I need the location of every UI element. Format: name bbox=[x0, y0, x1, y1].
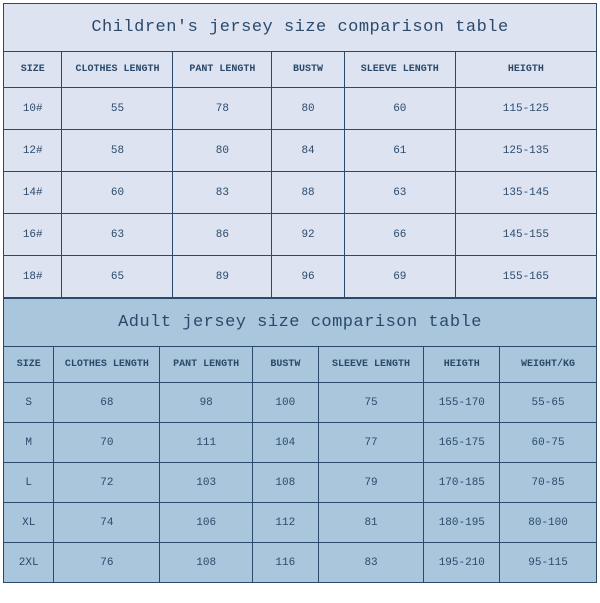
adult-cell: 104 bbox=[253, 423, 319, 463]
adult-cell: 112 bbox=[253, 503, 319, 543]
adult-cell: 77 bbox=[318, 423, 424, 463]
adult-cell: 80-100 bbox=[500, 503, 597, 543]
adult-col-1: CLOTHES LENGTH bbox=[54, 347, 160, 383]
adult-row: L7210310879170-18570-85 bbox=[4, 463, 597, 503]
children-cell: 155-165 bbox=[455, 256, 596, 298]
children-cell: 69 bbox=[344, 256, 455, 298]
children-cell: 65 bbox=[62, 256, 173, 298]
children-cell: 61 bbox=[344, 130, 455, 172]
children-size-table: Children's jersey size comparison table … bbox=[3, 3, 597, 298]
adult-cell: 116 bbox=[253, 543, 319, 583]
adult-cell: 103 bbox=[160, 463, 253, 503]
children-cell: 92 bbox=[272, 214, 345, 256]
children-cell: 80 bbox=[173, 130, 272, 172]
adult-cell: 98 bbox=[160, 383, 253, 423]
children-cell: 83 bbox=[173, 172, 272, 214]
children-cell: 55 bbox=[62, 88, 173, 130]
children-cell: 145-155 bbox=[455, 214, 596, 256]
adult-cell: 165-175 bbox=[424, 423, 500, 463]
children-cell: 10# bbox=[4, 88, 62, 130]
children-cell: 58 bbox=[62, 130, 173, 172]
children-col-0: SIZE bbox=[4, 52, 62, 88]
adult-cell: 55-65 bbox=[500, 383, 597, 423]
adult-cell: S bbox=[4, 383, 54, 423]
adult-row: M7011110477165-17560-75 bbox=[4, 423, 597, 463]
children-col-2: PANT LENGTH bbox=[173, 52, 272, 88]
adult-cell: 2XL bbox=[4, 543, 54, 583]
children-row: 14#60838863135-145 bbox=[4, 172, 597, 214]
adult-cell: 100 bbox=[253, 383, 319, 423]
adult-title: Adult jersey size comparison table bbox=[4, 299, 597, 347]
children-col-1: CLOTHES LENGTH bbox=[62, 52, 173, 88]
children-cell: 63 bbox=[344, 172, 455, 214]
children-row: 18#65899669155-165 bbox=[4, 256, 597, 298]
adult-cell: 70 bbox=[54, 423, 160, 463]
adult-col-3: BUSTW bbox=[253, 347, 319, 383]
children-cell: 60 bbox=[344, 88, 455, 130]
adult-cell: 195-210 bbox=[424, 543, 500, 583]
adult-cell: XL bbox=[4, 503, 54, 543]
adult-cell: 74 bbox=[54, 503, 160, 543]
adult-cell: 180-195 bbox=[424, 503, 500, 543]
children-cell: 14# bbox=[4, 172, 62, 214]
adult-cell: 70-85 bbox=[500, 463, 597, 503]
adult-cell: 170-185 bbox=[424, 463, 500, 503]
adult-cell: 81 bbox=[318, 503, 424, 543]
children-cell: 12# bbox=[4, 130, 62, 172]
children-row: 12#58808461125-135 bbox=[4, 130, 597, 172]
adult-cell: 76 bbox=[54, 543, 160, 583]
children-cell: 16# bbox=[4, 214, 62, 256]
children-cell: 60 bbox=[62, 172, 173, 214]
adult-cell: L bbox=[4, 463, 54, 503]
adult-cell: 72 bbox=[54, 463, 160, 503]
adult-cell: M bbox=[4, 423, 54, 463]
adult-title-row: Adult jersey size comparison table bbox=[4, 299, 597, 347]
adult-cell: 106 bbox=[160, 503, 253, 543]
children-cell: 89 bbox=[173, 256, 272, 298]
children-cell: 80 bbox=[272, 88, 345, 130]
adult-cell: 60-75 bbox=[500, 423, 597, 463]
adult-size-table: Adult jersey size comparison table SIZEC… bbox=[3, 298, 597, 583]
adult-cell: 155-170 bbox=[424, 383, 500, 423]
children-row: 16#63869266145-155 bbox=[4, 214, 597, 256]
children-title-row: Children's jersey size comparison table bbox=[4, 4, 597, 52]
children-title: Children's jersey size comparison table bbox=[4, 4, 597, 52]
adult-header-row: SIZECLOTHES LENGTHPANT LENGTHBUSTWSLEEVE… bbox=[4, 347, 597, 383]
adult-cell: 75 bbox=[318, 383, 424, 423]
adult-cell: 95-115 bbox=[500, 543, 597, 583]
children-cell: 88 bbox=[272, 172, 345, 214]
children-col-3: BUSTW bbox=[272, 52, 345, 88]
children-cell: 66 bbox=[344, 214, 455, 256]
adult-col-4: SLEEVE LENGTH bbox=[318, 347, 424, 383]
children-cell: 86 bbox=[173, 214, 272, 256]
children-cell: 84 bbox=[272, 130, 345, 172]
children-cell: 78 bbox=[173, 88, 272, 130]
children-cell: 135-145 bbox=[455, 172, 596, 214]
adult-row: XL7410611281180-19580-100 bbox=[4, 503, 597, 543]
adult-cell: 79 bbox=[318, 463, 424, 503]
adult-col-6: WEIGHT/KG bbox=[500, 347, 597, 383]
children-col-4: SLEEVE LENGTH bbox=[344, 52, 455, 88]
children-cell: 96 bbox=[272, 256, 345, 298]
adult-cell: 111 bbox=[160, 423, 253, 463]
adult-cell: 108 bbox=[160, 543, 253, 583]
children-cell: 63 bbox=[62, 214, 173, 256]
children-cell: 18# bbox=[4, 256, 62, 298]
children-cell: 115-125 bbox=[455, 88, 596, 130]
children-col-5: HEIGTH bbox=[455, 52, 596, 88]
adult-row: S689810075155-17055-65 bbox=[4, 383, 597, 423]
adult-cell: 108 bbox=[253, 463, 319, 503]
children-row: 10#55788060115-125 bbox=[4, 88, 597, 130]
adult-cell: 68 bbox=[54, 383, 160, 423]
children-cell: 125-135 bbox=[455, 130, 596, 172]
adult-row: 2XL7610811683195-21095-115 bbox=[4, 543, 597, 583]
children-header-row: SIZECLOTHES LENGTHPANT LENGTHBUSTWSLEEVE… bbox=[4, 52, 597, 88]
adult-col-5: HEIGTH bbox=[424, 347, 500, 383]
adult-col-2: PANT LENGTH bbox=[160, 347, 253, 383]
adult-cell: 83 bbox=[318, 543, 424, 583]
adult-col-0: SIZE bbox=[4, 347, 54, 383]
